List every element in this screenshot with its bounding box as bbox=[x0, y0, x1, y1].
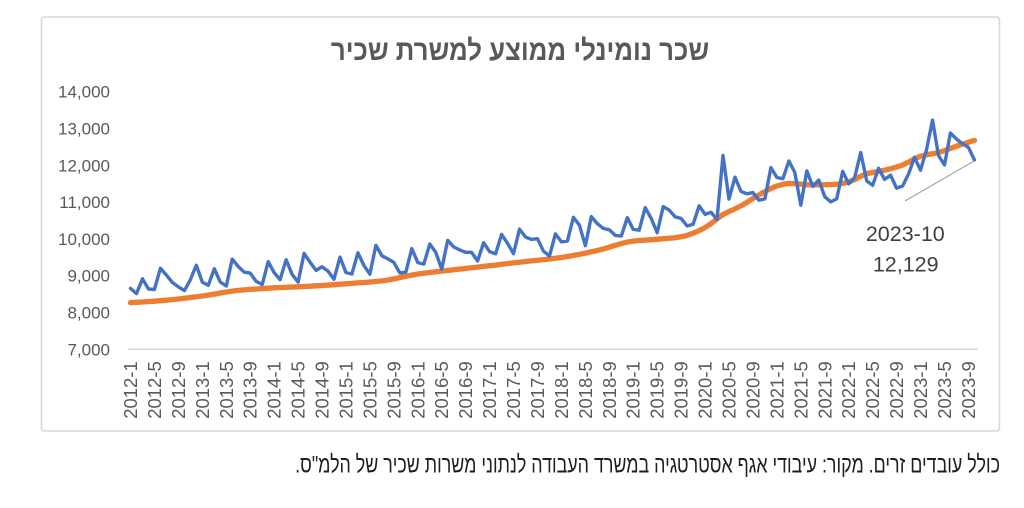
svg-text:2013-5: 2013-5 bbox=[216, 361, 237, 419]
svg-text:2022-9: 2022-9 bbox=[886, 361, 907, 419]
svg-text:12,129: 12,129 bbox=[873, 253, 939, 277]
svg-text:2023-1: 2023-1 bbox=[910, 361, 931, 419]
svg-text:2021-1: 2021-1 bbox=[766, 361, 787, 419]
svg-text:2019-9: 2019-9 bbox=[671, 361, 692, 419]
svg-text:כולל עובדים זרים. מקור: עיבודי: כולל עובדים זרים. מקור: עיבודי אגף אסטרט… bbox=[295, 451, 1000, 478]
svg-text:2020-1: 2020-1 bbox=[695, 361, 716, 419]
svg-text:2019-5: 2019-5 bbox=[647, 361, 668, 419]
svg-text:2020-9: 2020-9 bbox=[742, 361, 763, 419]
svg-text:2017-5: 2017-5 bbox=[503, 361, 524, 419]
svg-text:7,000: 7,000 bbox=[67, 340, 110, 359]
svg-text:12,000: 12,000 bbox=[58, 156, 110, 175]
svg-text:2019-1: 2019-1 bbox=[623, 361, 644, 419]
svg-text:14,000: 14,000 bbox=[58, 83, 110, 102]
svg-text:שכר נומינלי ממוצע למשרת שכיר: שכר נומינלי ממוצע למשרת שכיר bbox=[331, 33, 709, 66]
svg-text:2014-9: 2014-9 bbox=[312, 361, 333, 419]
svg-text:2018-9: 2018-9 bbox=[599, 361, 620, 419]
svg-text:2016-1: 2016-1 bbox=[407, 361, 428, 419]
svg-text:2015-9: 2015-9 bbox=[383, 361, 404, 419]
svg-text:2014-1: 2014-1 bbox=[264, 361, 285, 419]
svg-text:2013-9: 2013-9 bbox=[240, 361, 261, 419]
svg-text:2015-1: 2015-1 bbox=[336, 361, 357, 419]
svg-text:2015-5: 2015-5 bbox=[359, 361, 380, 419]
svg-text:2012-9: 2012-9 bbox=[168, 361, 189, 419]
svg-text:2022-1: 2022-1 bbox=[838, 361, 859, 419]
svg-text:2017-1: 2017-1 bbox=[479, 361, 500, 419]
svg-text:8,000: 8,000 bbox=[67, 304, 110, 323]
svg-text:11,000: 11,000 bbox=[59, 193, 110, 212]
svg-text:2021-9: 2021-9 bbox=[814, 361, 835, 419]
svg-text:2014-5: 2014-5 bbox=[288, 361, 309, 419]
svg-text:2016-9: 2016-9 bbox=[455, 361, 476, 419]
svg-text:13,000: 13,000 bbox=[58, 119, 110, 138]
svg-text:2012-5: 2012-5 bbox=[144, 361, 165, 419]
svg-text:2012-1: 2012-1 bbox=[120, 361, 141, 419]
svg-text:2020-5: 2020-5 bbox=[719, 361, 740, 419]
svg-text:9,000: 9,000 bbox=[67, 267, 110, 286]
svg-text:2018-1: 2018-1 bbox=[551, 361, 572, 419]
svg-text:2023-5: 2023-5 bbox=[934, 361, 955, 419]
svg-text:2016-5: 2016-5 bbox=[431, 361, 452, 419]
svg-text:2021-5: 2021-5 bbox=[790, 361, 811, 419]
svg-text:2023-10: 2023-10 bbox=[866, 222, 945, 246]
svg-text:2013-1: 2013-1 bbox=[192, 361, 213, 419]
svg-text:2022-5: 2022-5 bbox=[862, 361, 883, 419]
svg-text:10,000: 10,000 bbox=[58, 230, 110, 249]
svg-text:2018-5: 2018-5 bbox=[575, 361, 596, 419]
svg-text:2023-9: 2023-9 bbox=[958, 361, 979, 419]
svg-text:2017-9: 2017-9 bbox=[527, 361, 548, 419]
